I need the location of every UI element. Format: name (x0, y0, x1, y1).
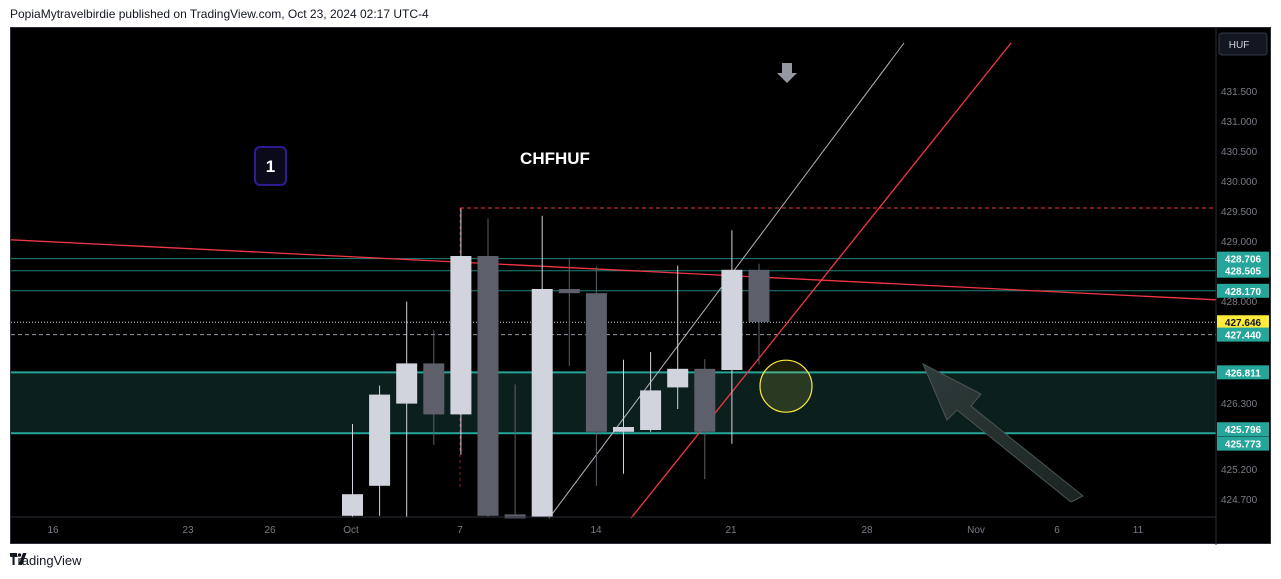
price-label-box (1217, 283, 1269, 298)
published-by-text: PopiaMytravelbirdie published on Trading… (10, 7, 429, 21)
candle-body[interactable] (613, 427, 634, 432)
time-tick-label: 21 (725, 525, 737, 536)
candle-body[interactable] (342, 494, 363, 516)
price-label: 428.505 (1217, 263, 1269, 278)
red-descending-trendline (11, 239, 1217, 301)
price-label: 426.811 (1217, 365, 1269, 380)
price-tick-label: 428.000 (1221, 297, 1258, 308)
candle-body[interactable] (504, 514, 526, 519)
price-label: 425.773 (1217, 436, 1269, 451)
time-tick-label: Oct (343, 525, 359, 536)
price-label-box (1217, 422, 1269, 437)
price-label: 427.646 (1217, 315, 1269, 330)
price-label-box (1217, 327, 1269, 342)
price-label-box (1217, 315, 1269, 330)
candle-body[interactable] (558, 289, 580, 294)
time-tick-label: Nov (967, 525, 985, 536)
price-label: 428.170 (1217, 283, 1269, 298)
footer: TradingView (10, 553, 82, 568)
price-label-box (1217, 263, 1269, 278)
time-tick-label: 7 (457, 525, 463, 536)
price-label: 425.796 (1217, 422, 1269, 437)
price-label-box (1217, 251, 1269, 266)
candle-body[interactable] (531, 289, 553, 517)
price-label-text: 428.505 (1225, 267, 1262, 278)
price-label-box (1217, 436, 1269, 451)
price-tick-label: 431.000 (1221, 117, 1258, 128)
time-tick-label: 14 (590, 525, 602, 536)
tradingview-logo-icon (10, 553, 27, 565)
price-label-text: 427.646 (1225, 318, 1262, 329)
candle-body[interactable] (369, 394, 391, 486)
time-tick-label: 11 (1133, 525, 1144, 536)
price-tick-label: 430.500 (1221, 147, 1258, 158)
price-tick-label: 424.700 (1221, 495, 1258, 506)
candlestick-chart[interactable]: 1 CHFHUF 431.500 431.000 430.500 430.000 429.… (11, 28, 1272, 545)
support-zone (11, 372, 1216, 434)
down-arrow-icon (777, 63, 797, 83)
price-label-text: 425.773 (1225, 440, 1262, 451)
count-badge-label: 1 (266, 157, 275, 176)
price-label-text: 428.706 (1225, 255, 1262, 266)
candle-body[interactable] (423, 363, 445, 415)
candle-body[interactable] (477, 256, 499, 516)
count-badge-box (254, 146, 287, 186)
footer-brand: TradingView (10, 553, 82, 568)
time-tick-label: 26 (264, 525, 276, 536)
count-badge: 1 (254, 146, 287, 186)
candle-body[interactable] (640, 390, 662, 430)
price-label: 428.706 (1217, 251, 1269, 266)
price-label: 427.440 (1217, 327, 1269, 342)
price-tick-label: 429.000 (1221, 237, 1258, 248)
time-tick-label: 16 (47, 525, 59, 536)
highlight-circle (759, 359, 813, 413)
price-label-text: 425.796 (1225, 425, 1262, 436)
chart-area[interactable]: 1 CHFHUF 431.500 431.000 430.500 430.000 429.… (10, 27, 1272, 545)
price-tick-label: 431.500 (1221, 87, 1258, 98)
price-label-box (1217, 365, 1269, 380)
price-tick-label: 430.000 (1221, 177, 1258, 188)
candle-body[interactable] (585, 293, 607, 432)
candle-body[interactable] (396, 363, 418, 404)
price-label-text: 426.811 (1225, 368, 1261, 379)
currency-badge[interactable]: HUF (1218, 32, 1268, 56)
candle-body[interactable] (748, 269, 770, 322)
candle-body[interactable] (667, 368, 689, 388)
red-ascending-trendline (630, 42, 1012, 519)
price-label-text: 427.440 (1225, 331, 1262, 342)
price-tick-label: 429.500 (1221, 207, 1258, 218)
time-tick-label: 23 (182, 525, 194, 536)
price-tick-label: 426.300 (1221, 399, 1258, 410)
time-tick-label: 6 (1054, 525, 1060, 536)
currency-badge-box[interactable] (1218, 32, 1268, 56)
candle-body[interactable] (450, 256, 472, 415)
candle-body[interactable] (694, 368, 716, 432)
price-tick-label: 425.200 (1221, 465, 1258, 476)
price-label-text: 428.170 (1225, 287, 1262, 298)
currency-badge-label: HUF (1229, 40, 1250, 51)
time-tick-label: 28 (861, 525, 873, 536)
chart-title: CHFHUF (520, 149, 590, 168)
candle-body[interactable] (721, 269, 743, 370)
up-arrow-icon (921, 362, 1084, 503)
